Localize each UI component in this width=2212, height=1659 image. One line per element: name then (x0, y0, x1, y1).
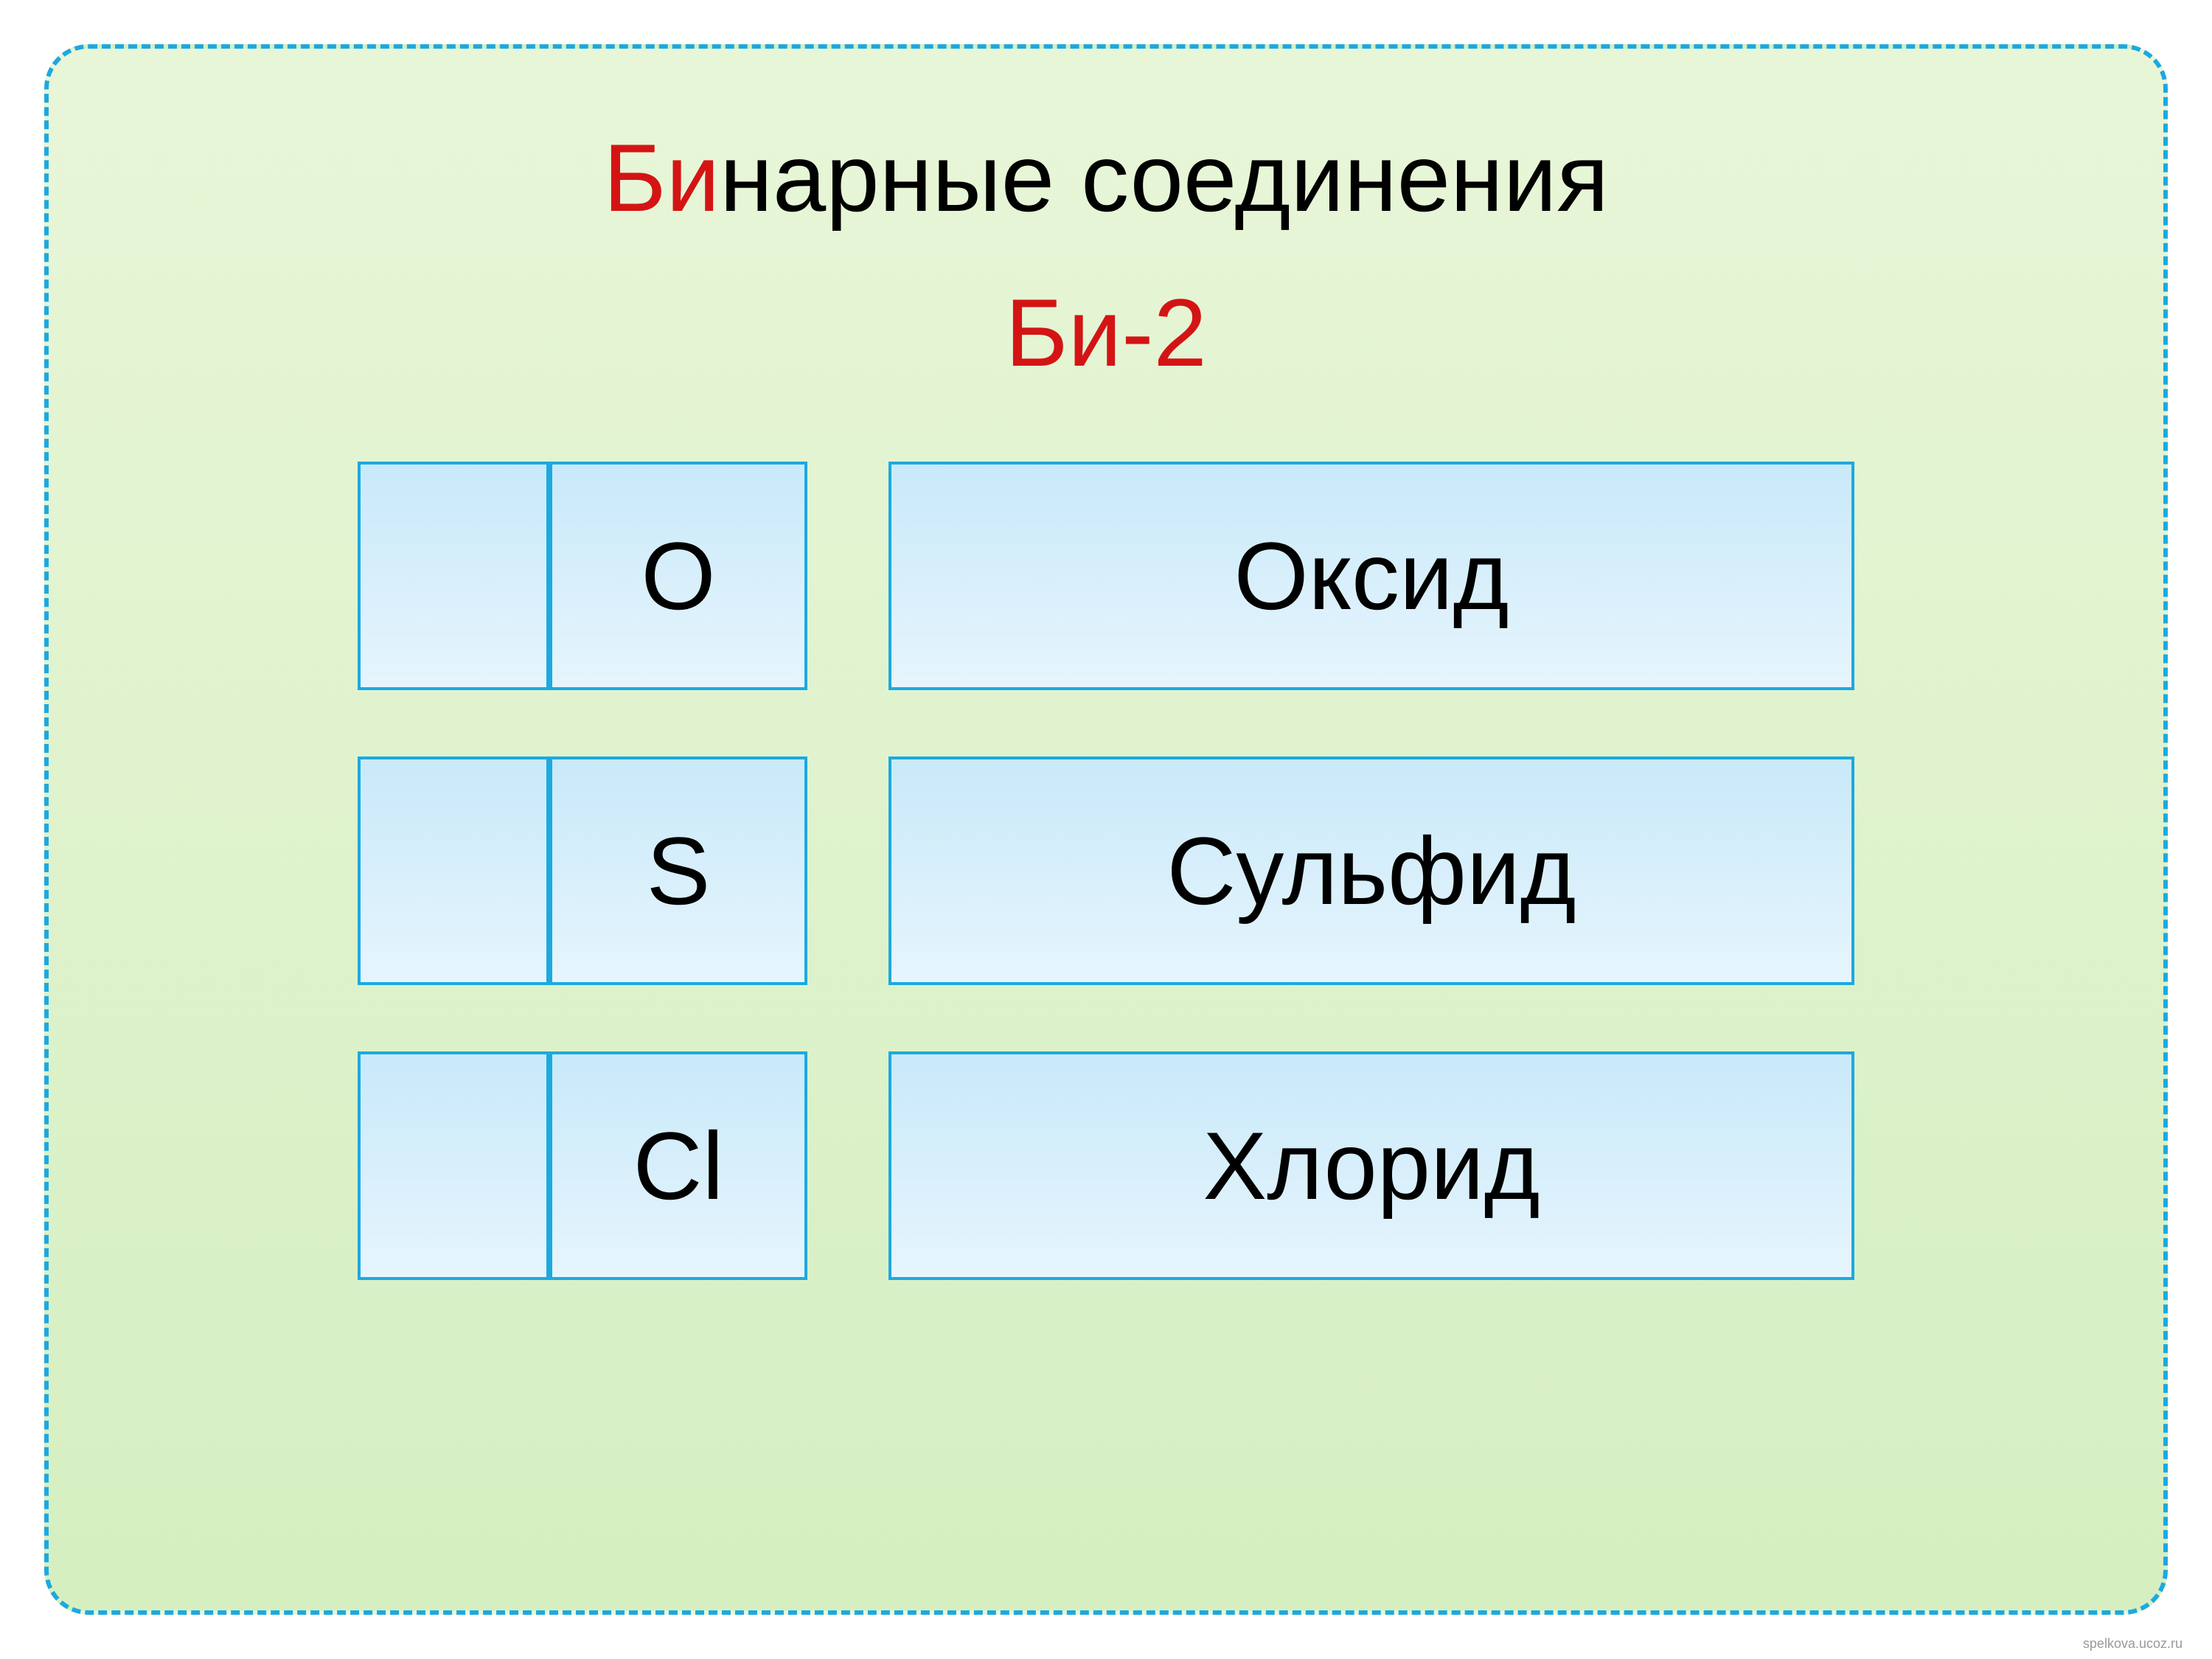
compound-name: Оксид (888, 462, 1854, 690)
rows-container: O Оксид S Сульфид Cl Хлорид (358, 462, 1854, 1280)
element-symbol: O (549, 462, 807, 690)
element-pair: S (358, 757, 807, 985)
element-pair: Cl (358, 1051, 807, 1280)
footer-watermark: spelkova.ucoz.ru (2083, 1636, 2183, 1652)
element-symbol: S (549, 757, 807, 985)
compound-row: Cl Хлорид (358, 1051, 1854, 1280)
title-highlight: Би (603, 124, 720, 232)
compound-name: Хлорид (888, 1051, 1854, 1280)
title-rest: нарные соединения (720, 124, 1609, 232)
empty-cell (358, 757, 549, 985)
element-pair: O (358, 462, 807, 690)
slide-panel: Бинарные соединения Би-2 O Оксид S Сульф… (44, 44, 2168, 1615)
compound-row: O Оксид (358, 462, 1854, 690)
title: Бинарные соединения (603, 122, 1609, 233)
compound-row: S Сульфид (358, 757, 1854, 985)
empty-cell (358, 462, 549, 690)
subtitle: Би-2 (1005, 277, 1207, 388)
compound-name: Сульфид (888, 757, 1854, 985)
empty-cell (358, 1051, 549, 1280)
element-symbol: Cl (549, 1051, 807, 1280)
